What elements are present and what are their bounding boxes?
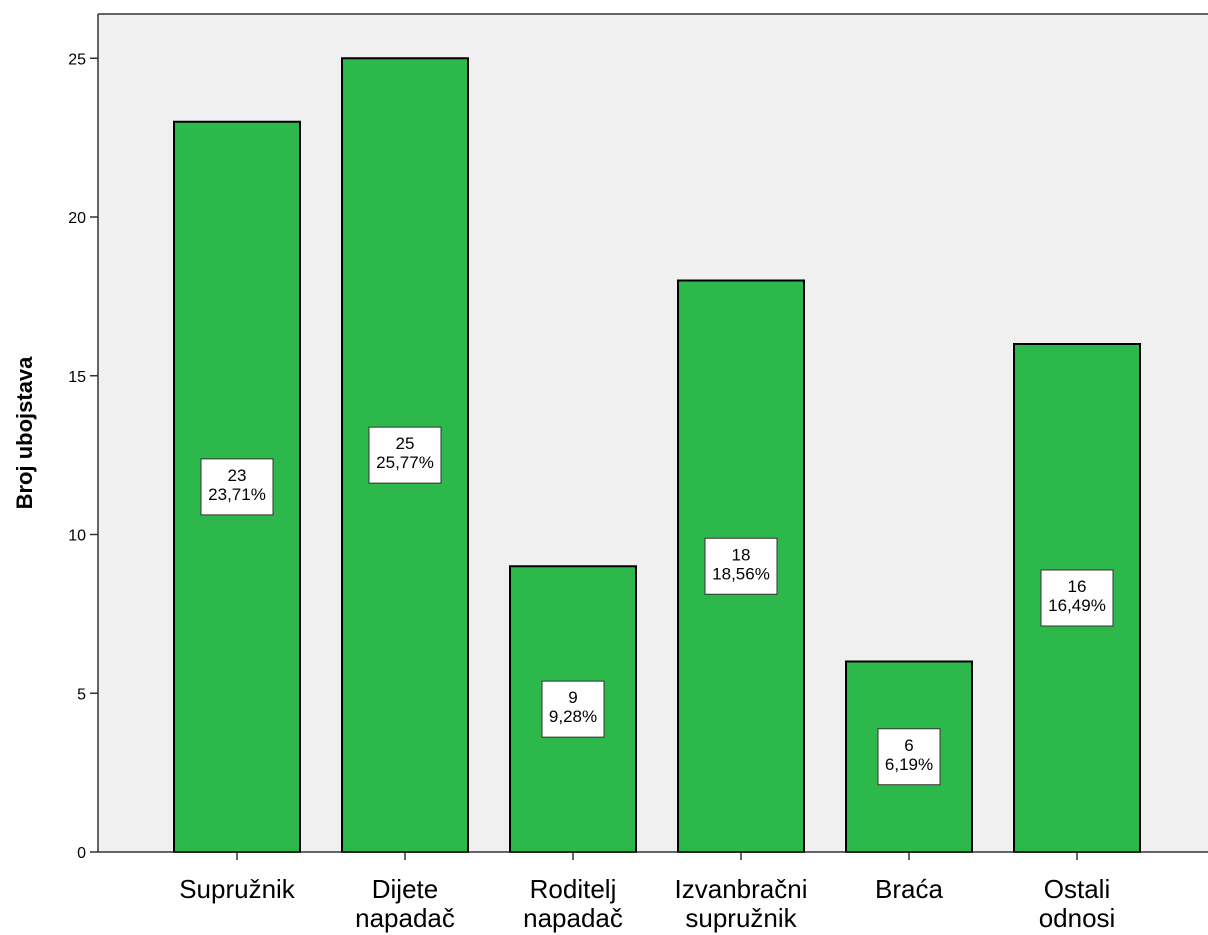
data-label: 66,19% <box>877 728 941 786</box>
y-tick-label: 0 <box>77 845 86 862</box>
data-label: 99,28% <box>541 680 605 738</box>
data-label-count: 6 <box>904 736 913 755</box>
x-tick-label: napadač <box>523 903 623 933</box>
data-label-box <box>877 728 941 786</box>
data-label-box <box>368 426 442 484</box>
y-tick-label: 20 <box>68 210 86 227</box>
y-tick-label: 5 <box>77 686 86 703</box>
data-label-box <box>541 680 605 738</box>
data-label-percent: 9,28% <box>549 707 597 726</box>
data-label-box <box>200 458 274 516</box>
y-tick-label: 15 <box>68 369 86 386</box>
x-ticks-group: Supružnik DijetenapadačRoditeljnapadačIzv… <box>179 852 1115 933</box>
data-label-percent: 25,77% <box>376 453 434 472</box>
x-tick-label: napadač <box>355 903 455 933</box>
y-ticks-group: 0 5 10 15 20 25 <box>68 51 98 862</box>
data-label-count: 16 <box>1068 577 1087 596</box>
data-label-count: 23 <box>228 466 247 485</box>
x-tick-label: odnosi <box>1039 903 1116 933</box>
x-tick-label: Braća <box>875 874 943 904</box>
data-label-percent: 23,71% <box>208 485 266 504</box>
y-tick-label: 10 <box>68 528 86 545</box>
x-tick-label: Ostali <box>1044 874 1110 904</box>
data-label-box <box>1040 569 1114 627</box>
data-label-count: 18 <box>732 545 751 564</box>
data-label-count: 25 <box>396 434 415 453</box>
x-tick-label: Supružnik <box>179 874 296 904</box>
data-label-percent: 6,19% <box>885 755 933 774</box>
data-label-box <box>704 537 778 595</box>
y-axis-label: Broj ubojstava <box>12 356 37 510</box>
y-tick-label: 25 <box>68 51 86 68</box>
x-tick-label: Roditelj <box>530 874 617 904</box>
x-tick-label: Dijete <box>372 874 438 904</box>
data-label-percent: 16,49% <box>1048 596 1106 615</box>
x-tick-label: supružnik <box>685 903 797 933</box>
data-label-count: 9 <box>568 688 577 707</box>
x-tick-label: Izvanbračni <box>675 874 808 904</box>
data-label-percent: 18,56% <box>712 564 770 583</box>
